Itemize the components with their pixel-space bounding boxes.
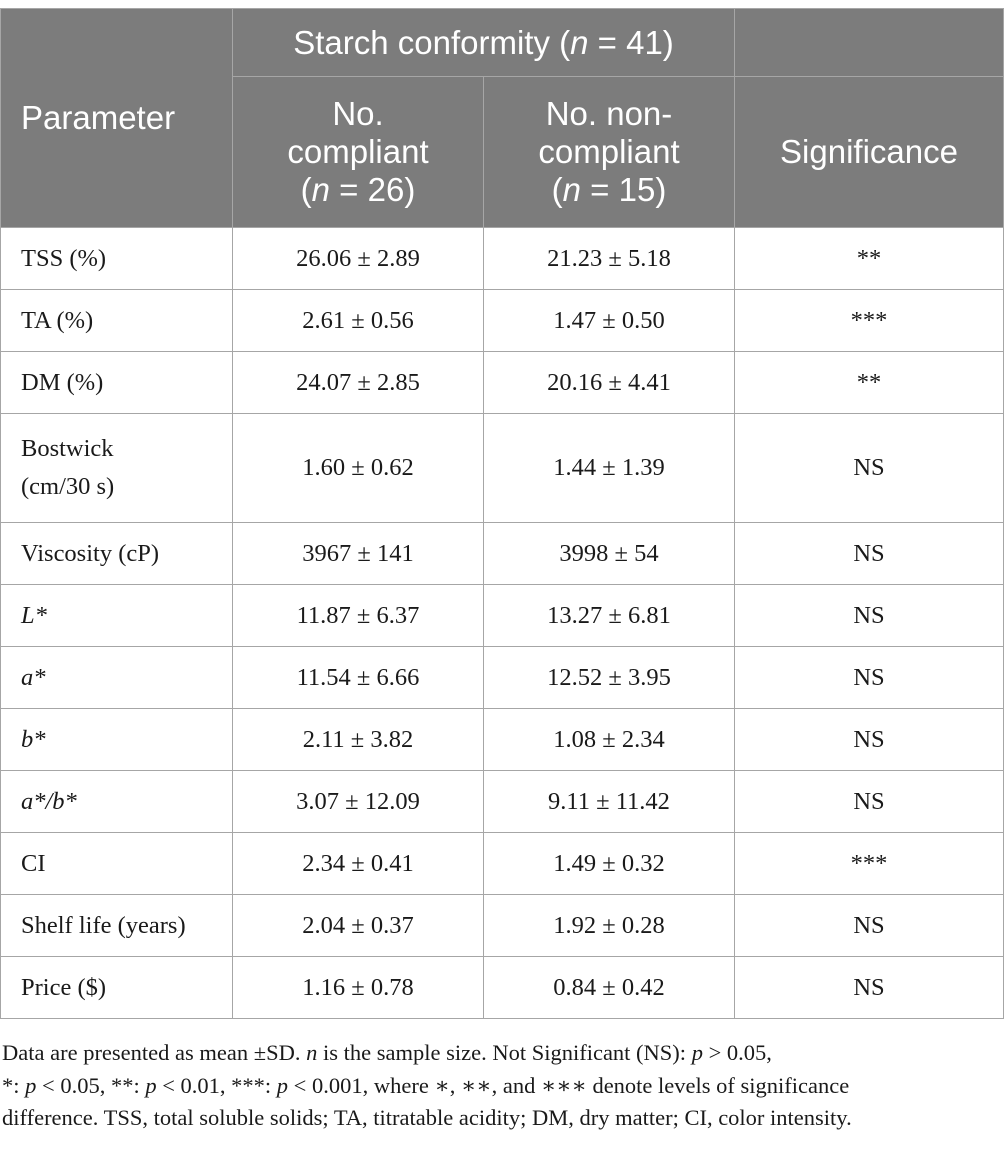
row-significance: NS (734, 584, 1004, 647)
row-compliant-value: 3.07 ± 12.09 (232, 770, 484, 833)
row-noncompliant-value: 3998 ± 54 (483, 522, 735, 585)
table-row: b* 2.11 ± 3.82 1.08 ± 2.34 NS (0, 708, 1004, 771)
row-noncompliant-value: 1.08 ± 2.34 (483, 708, 735, 771)
row-noncompliant-value: 0.84 ± 0.42 (483, 956, 735, 1019)
row-compliant-value: 2.34 ± 0.41 (232, 832, 484, 895)
row-noncompliant-value: 1.44 ± 1.39 (483, 413, 735, 523)
row-compliant-value: 26.06 ± 2.89 (232, 227, 484, 290)
row-parameter: Shelf life (years) (0, 894, 233, 957)
table-row: a* 11.54 ± 6.66 12.52 ± 3.95 NS (0, 646, 1004, 709)
row-noncompliant-value: 9.11 ± 11.42 (483, 770, 735, 833)
table-row: L* 11.87 ± 6.37 13.27 ± 6.81 NS (0, 584, 1004, 647)
table-row: DM (%) 24.07 ± 2.85 20.16 ± 4.41 ** (0, 351, 1004, 414)
row-parameter: TSS (%) (0, 227, 233, 290)
row-parameter: a*/b* (0, 770, 233, 833)
row-parameter: CI (0, 832, 233, 895)
row-compliant-value: 2.11 ± 3.82 (232, 708, 484, 771)
row-significance: NS (734, 413, 1004, 523)
row-compliant-value: 1.16 ± 0.78 (232, 956, 484, 1019)
row-compliant-value: 11.87 ± 6.37 (232, 584, 484, 647)
row-noncompliant-value: 21.23 ± 5.18 (483, 227, 735, 290)
header-significance: Significance (734, 76, 1004, 228)
row-parameter: Bostwick (cm/30 s) (0, 413, 233, 523)
header-row-group: Parameter Starch conformity (n = 41) (0, 8, 1004, 228)
table-body: TSS (%) 26.06 ± 2.89 21.23 ± 5.18 ** TA … (0, 227, 1004, 1019)
results-table: Parameter Starch conformity (n = 41) No.… (0, 8, 1004, 1019)
row-noncompliant-value: 1.49 ± 0.32 (483, 832, 735, 895)
row-compliant-value: 11.54 ± 6.66 (232, 646, 484, 709)
row-noncompliant-value: 20.16 ± 4.41 (483, 351, 735, 414)
row-parameter: a* (0, 646, 233, 709)
row-compliant-value: 1.60 ± 0.62 (232, 413, 484, 523)
row-noncompliant-value: 1.47 ± 0.50 (483, 289, 735, 352)
row-significance: *** (734, 832, 1004, 895)
row-parameter: L* (0, 584, 233, 647)
row-significance: NS (734, 522, 1004, 585)
row-parameter: DM (%) (0, 351, 233, 414)
table-header: Parameter Starch conformity (n = 41) No.… (0, 8, 1004, 228)
row-significance: ** (734, 351, 1004, 414)
row-significance: NS (734, 646, 1004, 709)
table-row: Shelf life (years) 2.04 ± 0.37 1.92 ± 0.… (0, 894, 1004, 957)
row-parameter: b* (0, 708, 233, 771)
row-noncompliant-value: 13.27 ± 6.81 (483, 584, 735, 647)
header-compliant: No. compliant (n = 26) (232, 76, 484, 228)
table-row: a*/b* 3.07 ± 12.09 9.11 ± 11.42 NS (0, 770, 1004, 833)
row-parameter: TA (%) (0, 289, 233, 352)
row-compliant-value: 3967 ± 141 (232, 522, 484, 585)
table-row: TA (%) 2.61 ± 0.56 1.47 ± 0.50 *** (0, 289, 1004, 352)
row-compliant-value: 24.07 ± 2.85 (232, 351, 484, 414)
row-significance: NS (734, 770, 1004, 833)
header-starch-conformity: Starch conformity (n = 41) (232, 8, 735, 77)
table-row: Price ($) 1.16 ± 0.78 0.84 ± 0.42 NS (0, 956, 1004, 1019)
row-compliant-value: 2.61 ± 0.56 (232, 289, 484, 352)
table-footnote: Data are presented as mean ±SD. n is the… (2, 1040, 852, 1130)
header-noncompliant: No. non- compliant (n = 15) (483, 76, 735, 228)
table-row: TSS (%) 26.06 ± 2.89 21.23 ± 5.18 ** (0, 227, 1004, 290)
table-row: CI 2.34 ± 0.41 1.49 ± 0.32 *** (0, 832, 1004, 895)
row-significance: NS (734, 708, 1004, 771)
header-row-sub: No. compliant (n = 26) No. non- complian… (1, 76, 1004, 228)
row-significance: NS (734, 894, 1004, 957)
table-row: Bostwick (cm/30 s) 1.60 ± 0.62 1.44 ± 1.3… (0, 413, 1004, 523)
row-significance: NS (734, 956, 1004, 1019)
header-parameter: Parameter (0, 8, 233, 228)
row-noncompliant-value: 1.92 ± 0.28 (483, 894, 735, 957)
row-noncompliant-value: 12.52 ± 3.95 (483, 646, 735, 709)
header-empty-cell (734, 8, 1004, 77)
row-parameter: Price ($) (0, 956, 233, 1019)
row-parameter: Viscosity (cP) (0, 522, 233, 585)
row-compliant-value: 2.04 ± 0.37 (232, 894, 484, 957)
row-significance: ** (734, 227, 1004, 290)
table-row: Viscosity (cP) 3967 ± 141 3998 ± 54 NS (0, 522, 1004, 585)
row-significance: *** (734, 289, 1004, 352)
